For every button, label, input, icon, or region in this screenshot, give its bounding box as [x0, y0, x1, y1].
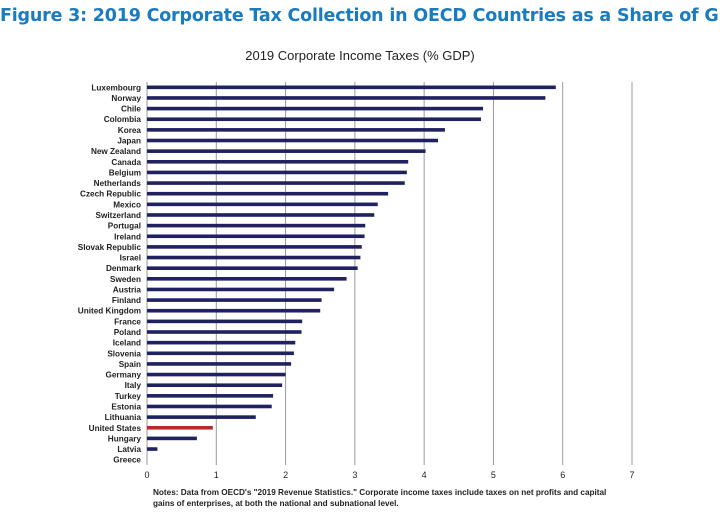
- category-label: Portugal: [108, 222, 141, 231]
- category-label: Austria: [113, 285, 142, 294]
- x-tick-label: 1: [214, 470, 219, 480]
- bar: [147, 394, 274, 398]
- category-label: Finland: [112, 296, 141, 305]
- bar: [147, 128, 445, 132]
- bar: [147, 85, 556, 90]
- category-label: United Kingdom: [78, 307, 141, 316]
- category-label: Czech Republic: [80, 190, 141, 199]
- category-label: Estonia: [111, 402, 141, 411]
- bar: [147, 96, 546, 100]
- bar: [147, 202, 378, 207]
- category-label: Slovak Republic: [78, 243, 142, 252]
- bar: [147, 308, 321, 313]
- bar: [147, 245, 362, 249]
- bar: [147, 106, 484, 111]
- bar: [147, 181, 405, 185]
- bar: [147, 213, 375, 217]
- category-label: Colombia: [104, 115, 142, 124]
- bar: [147, 149, 426, 153]
- category-label: Turkey: [115, 392, 142, 401]
- category-label: New Zealand: [91, 147, 141, 156]
- bar: [147, 404, 272, 409]
- category-label: Switzerland: [96, 211, 142, 220]
- category-label: Denmark: [106, 264, 141, 273]
- category-label: Japan: [117, 137, 141, 146]
- category-label: Belgium: [109, 168, 141, 177]
- category-label: United States: [89, 424, 142, 433]
- notes-text: Data from OECD's "2019 Revenue Statistic…: [153, 488, 607, 508]
- x-tick-label: 6: [560, 470, 565, 480]
- bar: [147, 159, 409, 164]
- bar: [147, 170, 407, 175]
- bar: [147, 415, 256, 419]
- bar: [147, 330, 302, 334]
- category-label: Hungary: [108, 434, 142, 443]
- bar: [147, 138, 438, 143]
- category-label: Germany: [106, 371, 142, 380]
- category-label: Spain: [119, 360, 141, 369]
- bar: [147, 436, 197, 441]
- x-tick-label: 0: [144, 470, 149, 480]
- bar: [147, 234, 365, 239]
- category-label: Chile: [121, 105, 141, 114]
- bar: [147, 191, 389, 196]
- chart-title: 2019 Corporate Income Taxes (% GDP): [245, 48, 475, 63]
- bar: [147, 298, 322, 302]
- category-label: Korea: [118, 126, 142, 135]
- bar: [147, 383, 283, 388]
- x-tick-label: 7: [629, 470, 634, 480]
- category-label: Lithuania: [105, 413, 142, 422]
- bar: [147, 362, 292, 366]
- category-label: Canada: [111, 158, 141, 167]
- bar: [147, 117, 481, 122]
- category-label: Italy: [125, 381, 142, 390]
- category-label: Israel: [120, 254, 141, 263]
- figure-title: Figure 3: 2019 Corporate Tax Collection …: [0, 6, 720, 26]
- chart-notes: Notes: Data from OECD's "2019 Revenue St…: [153, 488, 623, 509]
- x-tick-label: 5: [491, 470, 496, 480]
- bar: [147, 425, 213, 430]
- category-label: Luxembourg: [91, 83, 141, 92]
- bar: [147, 447, 158, 451]
- category-label: Poland: [114, 328, 141, 337]
- category-label: Mexico: [113, 200, 141, 209]
- category-label: Norway: [111, 94, 141, 103]
- bar: [147, 319, 303, 324]
- notes-label: Notes:: [153, 488, 179, 497]
- category-label: Ireland: [114, 232, 141, 241]
- bar: [147, 223, 366, 228]
- bar: [147, 372, 286, 377]
- bar: [147, 255, 361, 260]
- bar: [147, 340, 296, 345]
- category-label: Greece: [113, 456, 141, 465]
- x-tick-label: 4: [422, 470, 427, 480]
- category-label: Slovenia: [107, 349, 141, 358]
- category-label: Sweden: [110, 275, 141, 284]
- bar: [147, 287, 335, 292]
- category-label: Netherlands: [94, 179, 142, 188]
- x-tick-label: 2: [283, 470, 288, 480]
- category-label: Iceland: [113, 339, 141, 348]
- bar: [147, 266, 358, 270]
- bar: [147, 351, 294, 356]
- category-label: Latvia: [117, 445, 141, 454]
- category-label: France: [114, 317, 141, 326]
- x-tick-label: 3: [352, 470, 357, 480]
- bar: [147, 277, 347, 281]
